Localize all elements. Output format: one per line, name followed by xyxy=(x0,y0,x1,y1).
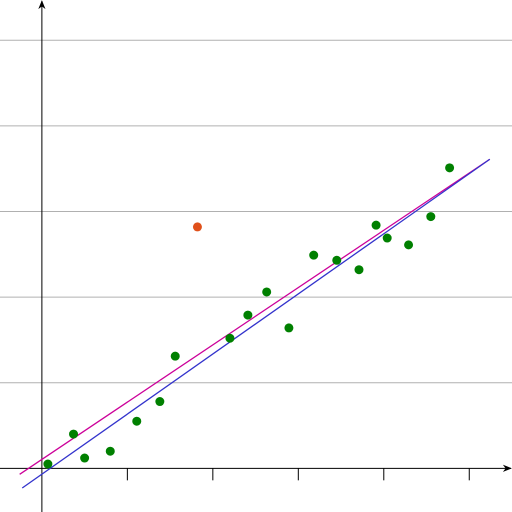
point xyxy=(80,453,90,463)
fit-line xyxy=(21,158,491,489)
point xyxy=(382,233,392,243)
point xyxy=(445,163,455,173)
point xyxy=(155,397,165,407)
point xyxy=(170,351,180,361)
point xyxy=(262,287,272,297)
point xyxy=(426,212,436,222)
point xyxy=(192,222,202,232)
point xyxy=(243,310,253,320)
point xyxy=(332,255,342,265)
point xyxy=(309,250,319,260)
point xyxy=(225,333,235,343)
point xyxy=(284,323,294,333)
point xyxy=(404,240,414,250)
point xyxy=(354,265,364,275)
point xyxy=(43,459,53,469)
point xyxy=(371,220,381,230)
point xyxy=(105,446,115,456)
fit-line xyxy=(19,158,491,475)
point xyxy=(132,416,142,426)
point xyxy=(69,429,79,439)
